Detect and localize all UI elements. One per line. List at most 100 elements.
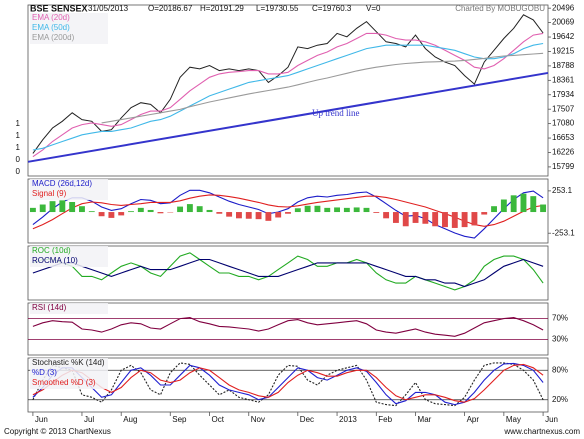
x-tick-label: Mar (418, 415, 432, 424)
histogram-bar (481, 212, 488, 215)
left-label: 1 (16, 143, 21, 152)
y-tick-label: 16653 (552, 133, 575, 142)
histogram-bar (491, 206, 497, 213)
x-tick-label: Oct (212, 415, 225, 424)
series-line (32, 362, 544, 407)
series-line (32, 363, 544, 403)
legend-entry: MACD (26d,12d) (32, 179, 92, 188)
histogram-bar (216, 212, 223, 214)
date: 31/05/2013 (88, 4, 129, 13)
histogram-bar (461, 212, 468, 228)
x-tick-label: Sep (172, 415, 187, 424)
y-tick-label: 17080 (552, 119, 575, 128)
x-tick-label: 2013 (339, 415, 357, 424)
y-tick-label: 17934 (552, 90, 575, 99)
quote: C=19760.3 (312, 4, 352, 13)
histogram-bar (147, 209, 154, 213)
quote: L=19730.55 (256, 4, 299, 13)
y-tick-label: 253.1 (552, 186, 573, 195)
series-line (101, 52, 544, 124)
histogram-bar (304, 205, 311, 213)
panel (27, 178, 549, 244)
series-line (32, 42, 544, 151)
histogram-bar (137, 207, 144, 213)
histogram-bar (285, 212, 291, 214)
histogram-bar (363, 207, 370, 213)
credit: Charted By MOBUGOBU (455, 4, 545, 13)
histogram-bar (49, 201, 56, 213)
series-line (32, 14, 544, 154)
panel (27, 302, 549, 356)
trend-line-label: Up trend line (312, 108, 360, 118)
histogram-bar (334, 207, 340, 213)
legend-entry: RSI (14d) (32, 303, 67, 312)
website: www.chartnexus.com (503, 427, 580, 436)
histogram-bar (432, 212, 439, 227)
series-line (32, 189, 544, 239)
y-tick-label: 80% (552, 365, 568, 374)
histogram-bar (471, 212, 478, 226)
histogram-bar (39, 204, 46, 213)
histogram-bar (206, 209, 213, 213)
y-tick-label: 19642 (552, 32, 575, 41)
histogram-bar (88, 211, 95, 213)
legend-entry: Stochastic %K (14d) (32, 358, 105, 367)
histogram-bar (59, 200, 66, 213)
left-label: 1 (16, 131, 21, 140)
x-tick-label: Nov (251, 415, 265, 424)
x-tick-label: May (506, 415, 521, 424)
left-label: 1 (16, 119, 21, 128)
histogram-bar (540, 204, 547, 213)
legend-entry: Smoothed %D (3) (32, 378, 96, 387)
histogram-bar (392, 212, 399, 223)
quote: O=20186.67 (148, 4, 193, 13)
y-tick-label: 18788 (552, 61, 575, 70)
legend-entry: %D (3) (32, 368, 57, 377)
histogram-bar (236, 212, 242, 219)
histogram-bar (343, 207, 350, 213)
x-tick-label: Jul (84, 415, 94, 424)
histogram-bar (373, 212, 380, 213)
legend-box (30, 358, 108, 389)
histogram-bar (108, 212, 115, 218)
quote: H=20191.29 (200, 4, 244, 13)
histogram-bar (255, 212, 262, 220)
y-tick-label: 17507 (552, 104, 575, 113)
legend-box (30, 179, 108, 200)
x-tick-label: Jun (35, 415, 48, 424)
legend-entry: Signal (9) (32, 189, 67, 198)
histogram-bar (314, 205, 321, 213)
y-tick-label: 20% (552, 395, 568, 404)
x-tick-label: Aug (123, 415, 137, 424)
y-tick-label: 20069 (552, 18, 575, 27)
histogram-bar (245, 212, 252, 219)
histogram-bar (157, 212, 164, 214)
left-label: 0 (16, 155, 21, 164)
histogram-bar (353, 207, 360, 213)
histogram-bar (510, 195, 517, 213)
histogram-bar (324, 207, 331, 213)
histogram-bar (177, 206, 184, 213)
histogram-bar (265, 212, 272, 221)
histogram-bar (422, 212, 429, 224)
legend-entry: EMA (50d) (32, 23, 70, 32)
series-line (32, 258, 544, 288)
x-tick-label: Jun (545, 415, 558, 424)
series-line (32, 252, 544, 291)
series-line (32, 32, 544, 158)
histogram-bar (530, 196, 537, 213)
y-tick-label: 20496 (552, 3, 575, 12)
left-label: 0 (16, 167, 21, 176)
histogram-bar (275, 212, 282, 218)
histogram-bar (402, 212, 409, 227)
y-tick-label: 19215 (552, 47, 575, 56)
x-tick-label: Feb (378, 415, 392, 424)
chart-title: BSE SENSEX (30, 3, 88, 13)
histogram-bar (79, 206, 85, 213)
histogram-bar (383, 212, 390, 219)
histogram-bar (196, 206, 203, 213)
legend-box (30, 13, 108, 44)
y-tick-label: 30% (552, 335, 568, 344)
y-tick-label: 70% (552, 314, 568, 323)
legend-entry: ROCMA (10) (32, 256, 78, 265)
